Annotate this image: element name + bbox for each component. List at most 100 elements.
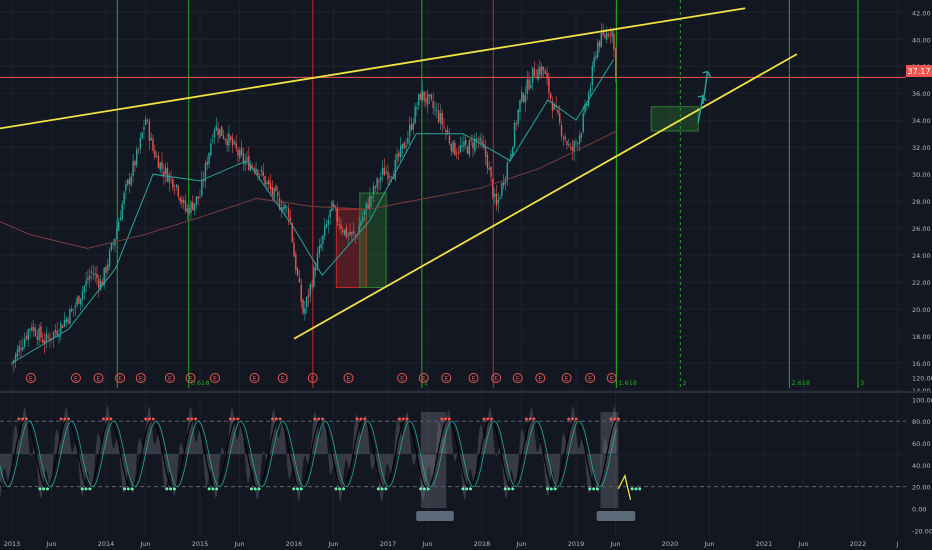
- candle-body: [184, 201, 187, 212]
- oscillator-highlight[interactable]: [420, 412, 447, 508]
- candle-body: [465, 139, 467, 145]
- trendline[interactable]: [293, 53, 798, 340]
- signal-box[interactable]: [596, 511, 636, 521]
- candle-body: [528, 79, 530, 90]
- oscillator-k-line: [0, 418, 617, 490]
- earnings-marker[interactable]: [418, 373, 429, 383]
- candle-body: [262, 171, 264, 176]
- candle-body: [533, 68, 536, 77]
- earnings-marker[interactable]: [277, 373, 288, 383]
- candle-body: [378, 180, 380, 183]
- candle-body: [546, 72, 548, 79]
- candle-body: [314, 268, 317, 271]
- earnings-marker[interactable]: [210, 373, 221, 383]
- candle-body: [96, 273, 98, 279]
- oscillator-pane[interactable]: [0, 406, 906, 521]
- earnings-marker[interactable]: [307, 373, 318, 383]
- oversold-dot: [296, 487, 300, 491]
- candle-body: [107, 264, 109, 271]
- earnings-marker[interactable]: [491, 373, 502, 383]
- candle-body: [347, 234, 349, 236]
- price-tick-label: 30.00: [912, 171, 931, 179]
- candle-body: [161, 161, 163, 170]
- candle-body: [121, 203, 123, 220]
- overbought-dot: [613, 417, 617, 421]
- candle-body: [148, 121, 151, 141]
- candle-body: [36, 336, 39, 340]
- projection-box[interactable]: [335, 208, 367, 288]
- oversold-dot: [165, 487, 169, 491]
- earnings-marker[interactable]: [535, 373, 546, 383]
- trendline[interactable]: [0, 7, 746, 131]
- price-tick-label: 36.00: [912, 90, 931, 98]
- fib-time-label: 1.618: [618, 379, 637, 387]
- candle-body: [595, 55, 597, 59]
- candle-body: [240, 147, 243, 155]
- candle-body: [316, 253, 319, 270]
- candle-body: [439, 113, 442, 123]
- candle-body: [119, 217, 122, 221]
- overbought-dot: [447, 417, 451, 421]
- oversold-dot: [588, 487, 592, 491]
- earnings-marker[interactable]: [93, 373, 104, 383]
- earnings-marker[interactable]: [585, 373, 596, 383]
- candle-body: [83, 286, 86, 292]
- earnings-marker[interactable]: [606, 373, 617, 383]
- signal-box[interactable]: [416, 511, 454, 521]
- candle-body: [515, 123, 518, 125]
- candle-body: [25, 336, 28, 339]
- oversold-dot: [461, 487, 465, 491]
- overbought-dot: [24, 417, 28, 421]
- candle-body: [575, 141, 577, 143]
- candle-body: [79, 298, 82, 305]
- earnings-marker[interactable]: [512, 373, 523, 383]
- earnings-marker[interactable]: [249, 373, 260, 383]
- time-tick-label: Jun: [421, 540, 432, 548]
- oversold-dot: [507, 487, 511, 491]
- candle-body: [591, 66, 593, 86]
- earnings-marker[interactable]: [115, 373, 126, 383]
- oversold-dot: [299, 487, 303, 491]
- candle-body: [571, 146, 574, 151]
- oversold-dot: [172, 487, 176, 491]
- candle-body: [125, 183, 127, 191]
- oversold-dot: [38, 487, 42, 491]
- overbought-dot: [398, 417, 402, 421]
- earnings-marker[interactable]: [25, 373, 36, 383]
- candle-body: [139, 137, 142, 149]
- oversold-dot: [292, 487, 296, 491]
- earnings-marker[interactable]: [468, 373, 479, 383]
- time-tick-label: 2015: [192, 540, 209, 548]
- price-pane[interactable]: E E E E E E E E E E E E E E E E E E E E E E0.618 1 1.618 2 2.618 3: [0, 0, 906, 536]
- candle-body: [137, 149, 140, 151]
- oversold-dot: [419, 487, 423, 491]
- earnings-marker[interactable]: [561, 373, 572, 383]
- candle-body: [42, 339, 44, 343]
- earnings-marker[interactable]: [70, 373, 81, 383]
- candle-body: [177, 186, 180, 197]
- projection-box[interactable]: [650, 106, 699, 132]
- candle-body: [45, 333, 48, 343]
- candle-body: [108, 250, 111, 267]
- candle-body: [22, 346, 24, 350]
- earnings-marker[interactable]: [441, 373, 452, 383]
- earnings-marker[interactable]: [135, 373, 146, 383]
- overbought-dot: [186, 417, 190, 421]
- candle-body: [14, 354, 17, 361]
- candle-body: [365, 202, 368, 210]
- candle-body: [197, 196, 199, 199]
- earnings-marker[interactable]: [343, 373, 354, 383]
- oscillator-tick-label: 80.00: [912, 418, 931, 426]
- time-tick-label: 2016: [286, 540, 303, 548]
- oscillator-tick-label: 0.00: [912, 506, 926, 514]
- candle-body: [436, 109, 438, 111]
- candle-body: [392, 177, 395, 179]
- earnings-marker[interactable]: [185, 373, 196, 383]
- earnings-marker[interactable]: [397, 373, 408, 383]
- earnings-marker[interactable]: [164, 373, 175, 383]
- candle-body: [615, 48, 617, 77]
- candle-body: [401, 143, 404, 149]
- candle-body: [249, 164, 252, 171]
- fib-time-label: 0.618: [191, 379, 210, 387]
